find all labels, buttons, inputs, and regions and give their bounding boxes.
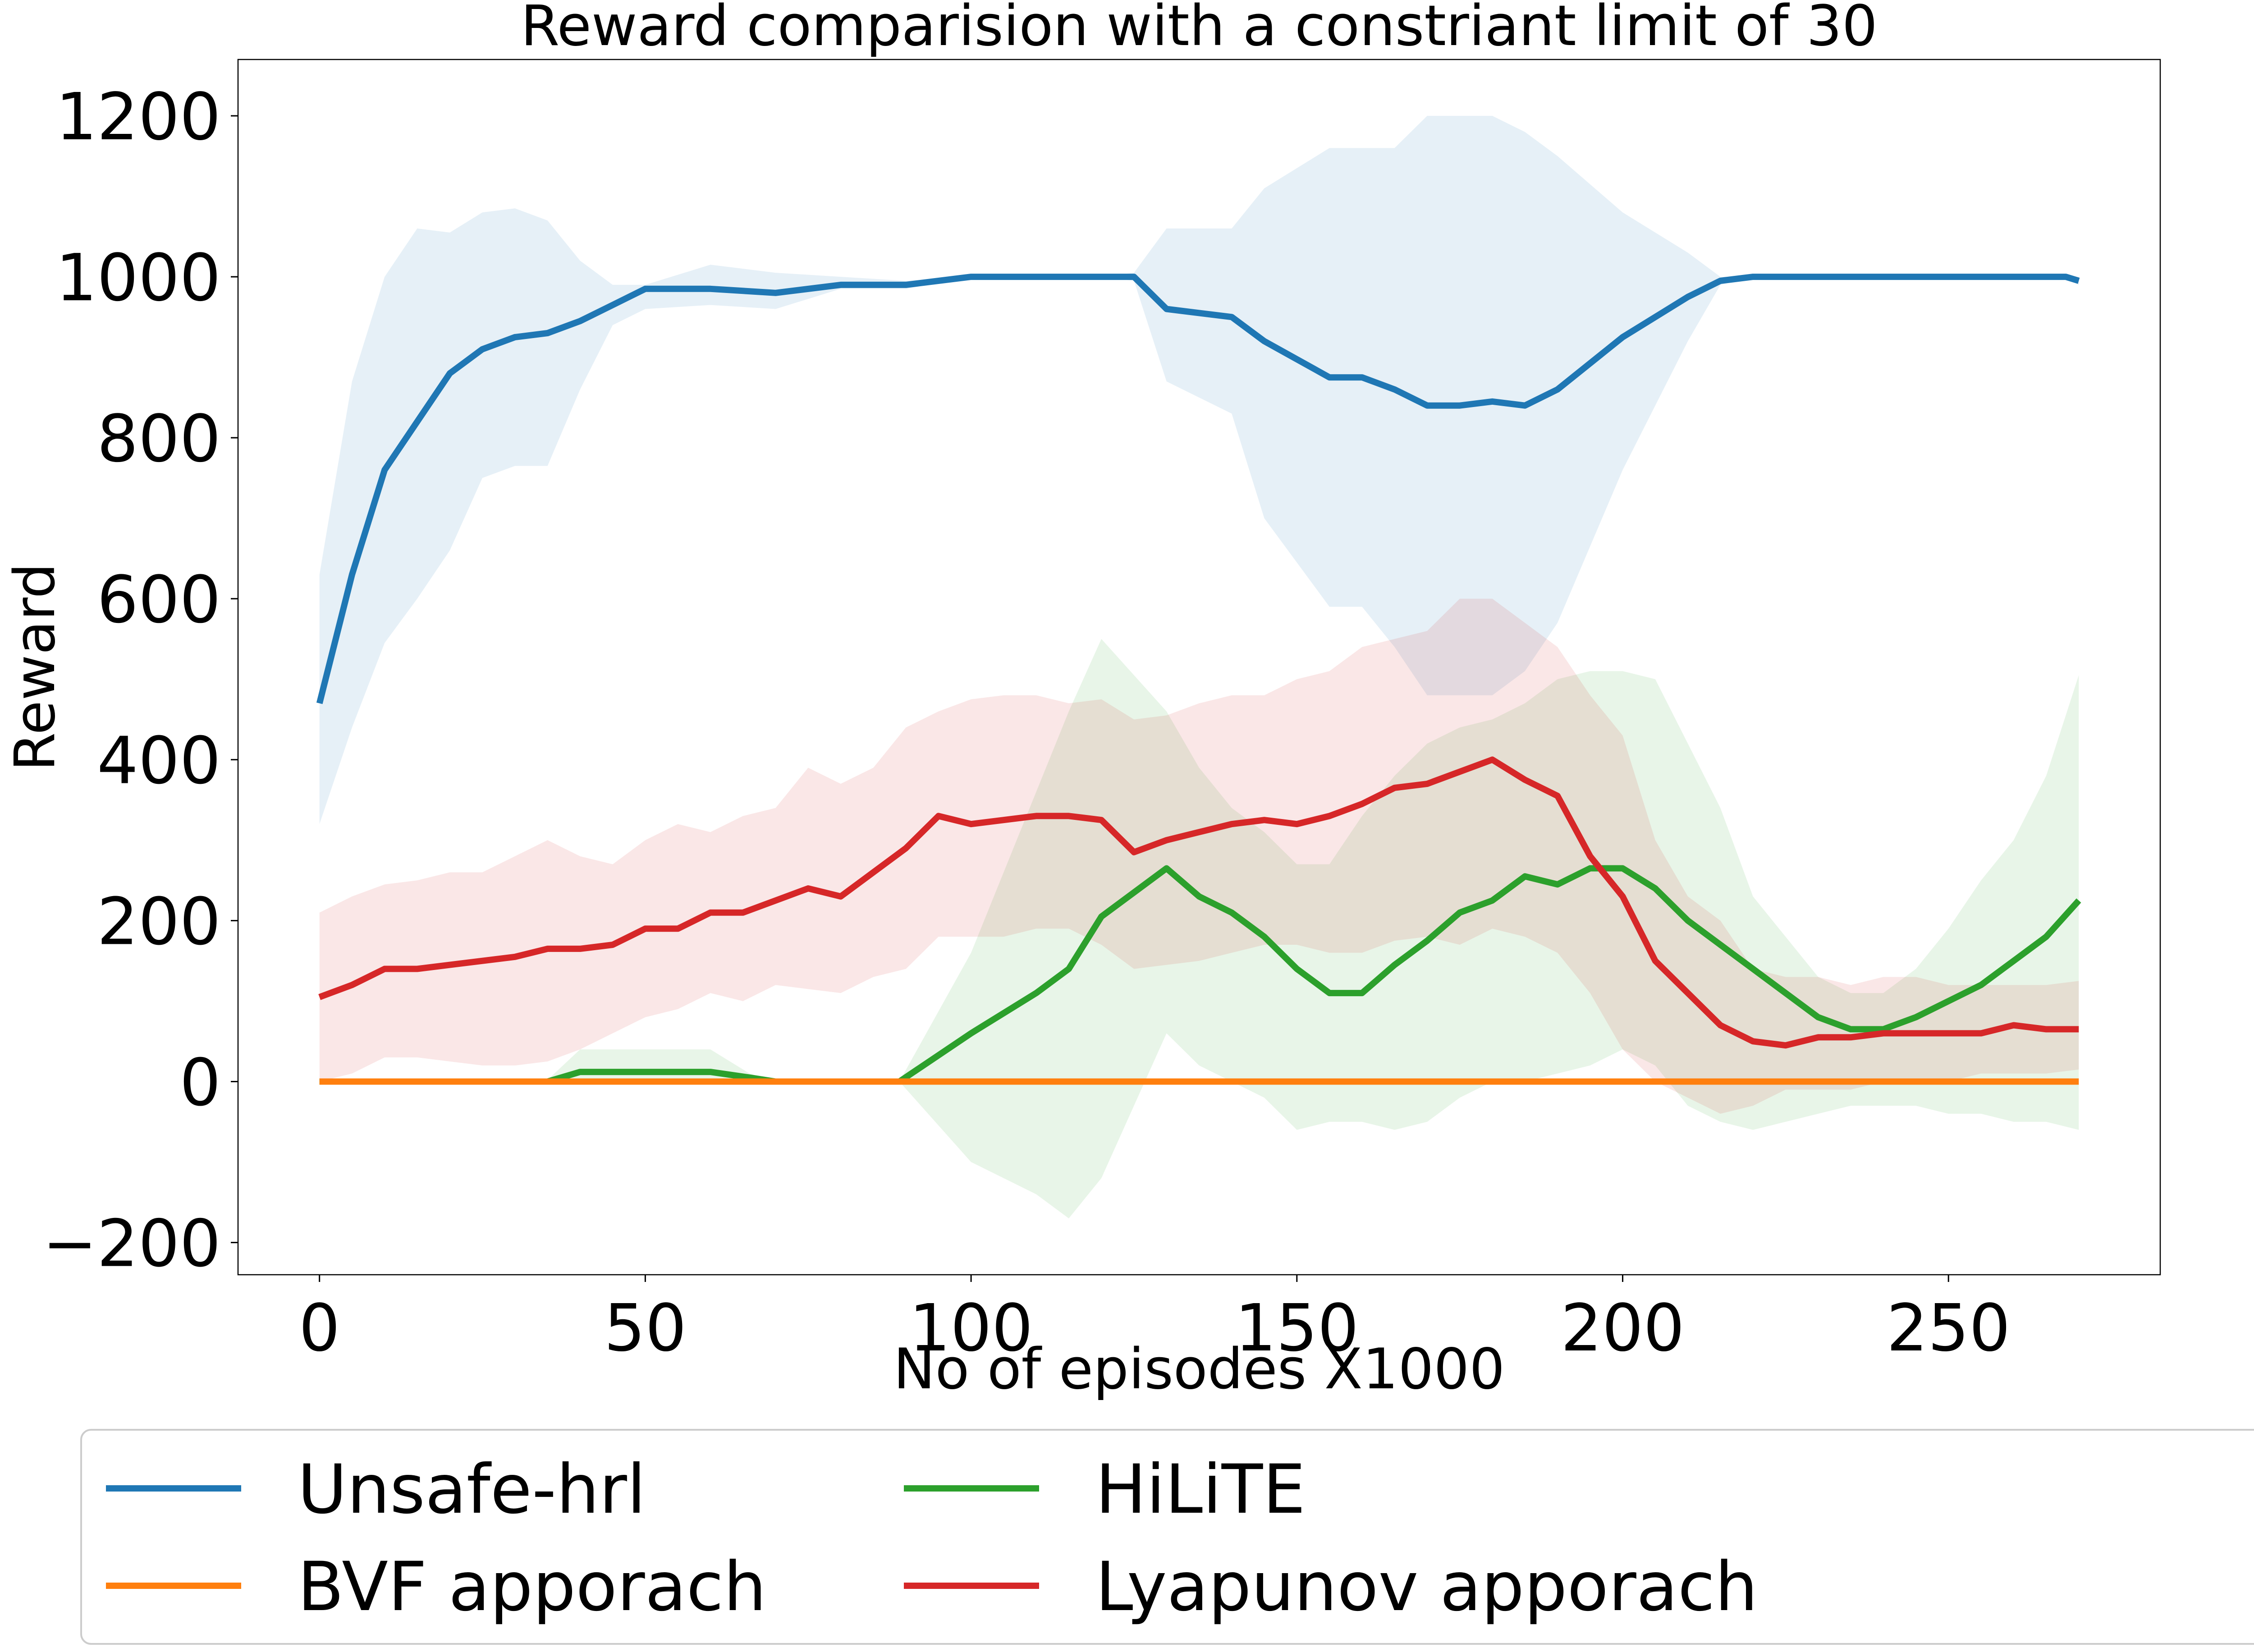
y-tick-label: 0 xyxy=(179,1044,221,1120)
legend-label-hilite: HiLiTE xyxy=(1095,1451,1306,1529)
y-axis-label: Reward xyxy=(3,563,68,771)
plot-frame xyxy=(237,59,2161,1276)
legend-frame xyxy=(80,1429,2254,1645)
y-tick-label: 1200 xyxy=(56,79,221,155)
legend-label-lyapunov-apporach: Lyapunov apporach xyxy=(1095,1548,1758,1626)
line-hilite xyxy=(319,865,2081,1085)
x-axis-label: No of episodes X1000 xyxy=(893,1337,1505,1402)
y-tick-label: 400 xyxy=(97,723,221,798)
line-lyapunov-apporach xyxy=(318,756,2079,1049)
y-tick-label: 600 xyxy=(97,562,221,637)
series-lines xyxy=(316,274,2081,1085)
x-tick-label: 150 xyxy=(1235,1290,1359,1366)
chart-title: Reward comparision with a constriant lim… xyxy=(521,0,1878,59)
x-tick-label: 50 xyxy=(604,1290,687,1366)
y-tick-label: −200 xyxy=(42,1206,221,1281)
y-tick-label: 800 xyxy=(97,401,221,476)
y-axis-ticks: −200 0 200 400 600 800 1000 1200 xyxy=(42,79,238,1281)
x-tick-label: 0 xyxy=(299,1290,340,1366)
legend: Unsafe-hrl BVF apporach HiLiTE Lyapunov app… xyxy=(80,1429,2254,1645)
band-hilite xyxy=(319,639,2079,1218)
y-tick-label: 1000 xyxy=(56,240,221,316)
legend-label-unsafe-hrl: Unsafe-hrl xyxy=(298,1451,646,1529)
line-unsafe-hrl xyxy=(316,274,2080,705)
y-tick-label: 200 xyxy=(97,883,221,959)
x-tick-label: 100 xyxy=(909,1290,1033,1366)
band-lyapunov-apporach xyxy=(319,599,2079,1114)
x-axis-ticks: 0 50 100 150 200 250 xyxy=(299,1275,2011,1366)
legend-label-bvf-apporach: BVF apporach xyxy=(298,1548,766,1626)
x-tick-label: 200 xyxy=(1561,1290,1685,1366)
x-tick-label: 250 xyxy=(1887,1290,2011,1366)
